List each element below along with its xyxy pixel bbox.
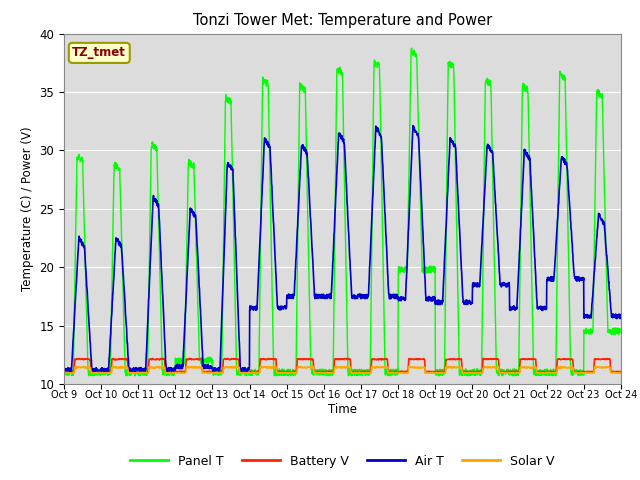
Panel T <box>408 45 415 51</box>
Solar V <box>216 370 223 375</box>
Battery V <box>216 369 223 374</box>
Solar V <box>371 365 379 371</box>
Solar V <box>230 364 238 370</box>
Air T <box>216 368 223 374</box>
Legend: Panel T, Battery V, Air T, Solar V: Panel T, Battery V, Air T, Solar V <box>125 450 559 473</box>
Panel T <box>617 326 625 332</box>
Air T <box>617 314 625 320</box>
Panel T <box>505 371 513 376</box>
Battery V <box>371 356 379 362</box>
Solar V <box>359 370 367 376</box>
Panel T <box>584 329 591 335</box>
Air T <box>584 314 591 320</box>
Air T <box>409 123 417 129</box>
Solar V <box>568 364 576 370</box>
Title: Tonzi Tower Met: Temperature and Power: Tonzi Tower Met: Temperature and Power <box>193 13 492 28</box>
X-axis label: Time: Time <box>328 403 357 416</box>
Air T <box>60 368 68 374</box>
Panel T <box>271 373 278 379</box>
Battery V <box>504 369 512 374</box>
Text: TZ_tmet: TZ_tmet <box>72 47 126 60</box>
Solar V <box>436 371 444 376</box>
Line: Panel T: Panel T <box>64 48 621 376</box>
Air T <box>568 239 576 245</box>
Air T <box>359 292 367 298</box>
Battery V <box>359 369 367 374</box>
Panel T <box>371 58 379 63</box>
Y-axis label: Temperature (C) / Power (V): Temperature (C) / Power (V) <box>21 127 34 291</box>
Panel T <box>568 368 576 374</box>
Air T <box>100 370 108 375</box>
Battery V <box>60 369 68 374</box>
Battery V <box>159 356 166 361</box>
Line: Air T: Air T <box>64 126 621 372</box>
Battery V <box>584 369 591 374</box>
Air T <box>371 146 379 152</box>
Panel T <box>60 369 68 375</box>
Line: Solar V: Solar V <box>64 367 621 373</box>
Panel T <box>216 372 223 377</box>
Battery V <box>568 357 576 362</box>
Battery V <box>617 369 625 374</box>
Air T <box>505 282 513 288</box>
Panel T <box>359 372 367 378</box>
Solar V <box>505 370 513 376</box>
Solar V <box>584 370 591 375</box>
Solar V <box>617 370 625 376</box>
Battery V <box>543 369 550 375</box>
Line: Battery V: Battery V <box>64 359 621 372</box>
Solar V <box>60 370 68 375</box>
